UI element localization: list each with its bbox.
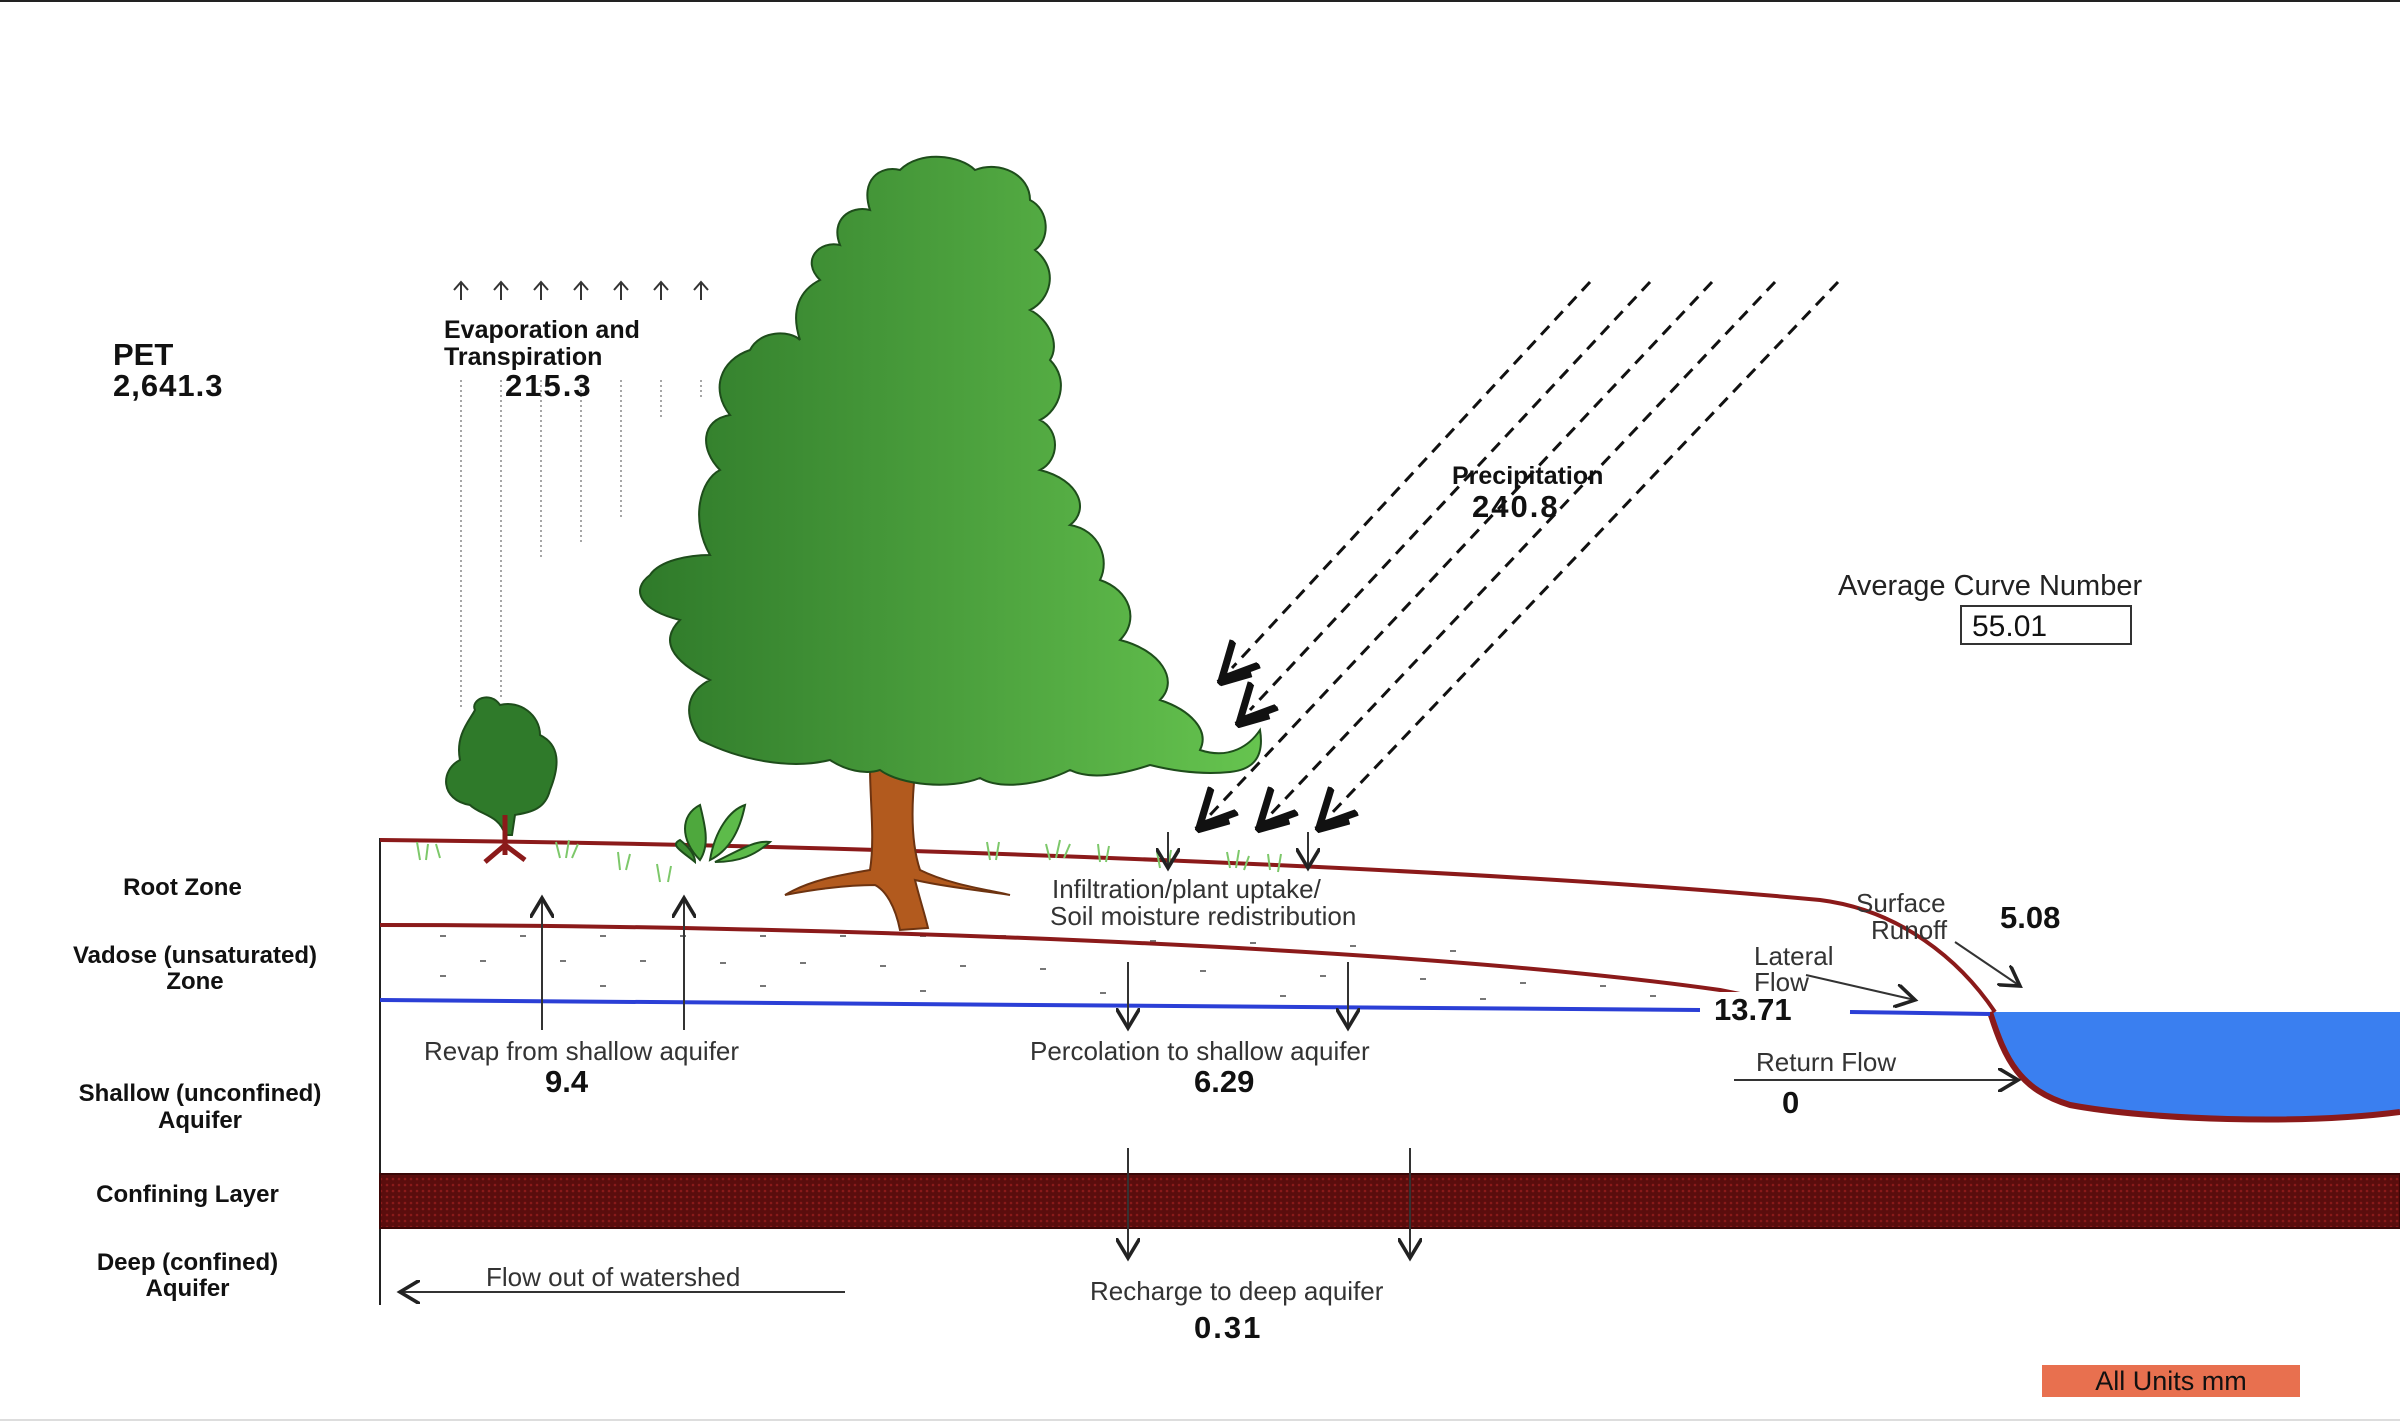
big-tree-trunk [784,766,1011,932]
stream-bed [1987,1011,2400,1123]
et-label-line2: Transpiration [444,343,603,371]
lateral-flow-value: 13.71 [1708,992,1798,1028]
zone-root-label: Root Zone [123,874,242,901]
surface-runoff-label-line2: Runoff [1871,915,1948,945]
surface-runoff-arrow [1954,941,2020,986]
stream-water [1990,1012,2400,1120]
precipitation-label: Precipitation [1452,462,1604,490]
surface-runoff-value: 5.08 [2000,900,2061,935]
pet-value: 2,641.3 [113,368,224,403]
infiltration-arrows [1168,832,1308,868]
root-zone-boundary [379,923,1781,1004]
small-tree [445,696,558,836]
curve-number-label: Average Curve Number [1838,570,2143,602]
big-tree-canopy [639,155,1262,786]
shrub [675,803,773,865]
recharge-value: 0.31 [1194,1310,1263,1345]
revap-label: Revap from shallow aquifer [424,1036,740,1066]
lateral-flow-arrow [1805,974,1915,1000]
lateral-flow-label-line1: Lateral [1754,941,1834,971]
zone-deep-label-line1: Deep (confined) [96,1249,279,1276]
percolation-value: 6.29 [1194,1064,1255,1099]
et-value: 215.3 [505,368,593,403]
ground-surface-line [379,838,1997,1014]
percolation-label: Percolation to shallow aquifer [1030,1036,1370,1066]
grass-tufts [416,839,1282,883]
return-flow-label: Return Flow [1756,1047,1897,1077]
zone-vadose-label-line1: Vadose (unsaturated) [72,942,318,969]
flow-out-label: Flow out of watershed [486,1262,741,1292]
zone-confining-label: Confining Layer [96,1181,279,1208]
revap-value: 9.4 [545,1064,589,1099]
recharge-arrows [1128,1148,1410,1258]
precipitation-value: 240.8 [1472,489,1560,524]
zone-deep-label-line2: Aquifer [145,1275,230,1302]
vadose-stipple [440,935,1656,1000]
zone-shallow-label-line1: Shallow (unconfined) [78,1080,322,1107]
zone-shallow-label-line2: Aquifer [158,1107,242,1134]
return-flow-value: 0 [1782,1085,1800,1120]
et-up-arrows [453,280,709,300]
infiltration-label-line2: Soil moisture redistribution [1050,901,1357,931]
small-tree-roots [483,815,527,864]
pet-label: PET [113,337,174,372]
confining-layer-band [379,1173,2400,1229]
water-table-line [379,998,1991,1016]
zone-vadose-label-line2: Zone [166,968,224,995]
precipitation-arrows [1210,280,1840,815]
surface-runoff-label-line1: Surface [1856,888,1946,918]
infiltration-label-line1: Infiltration/plant uptake/ [1052,874,1321,904]
recharge-label: Recharge to deep aquifer [1090,1276,1384,1306]
percolation-arrows [1128,962,1348,1028]
curve-number-field[interactable]: 55.01 [1960,605,2132,645]
revap-arrows [542,898,684,1030]
et-label-line1: Evaporation and [444,316,640,344]
et-dotted-lines [460,380,702,710]
units-badge: All Units mm [2042,1365,2300,1397]
